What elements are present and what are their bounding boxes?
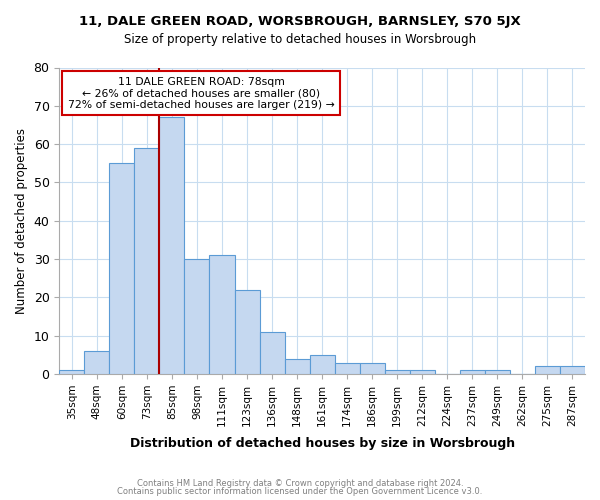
Text: Contains HM Land Registry data © Crown copyright and database right 2024.: Contains HM Land Registry data © Crown c… <box>137 478 463 488</box>
Bar <box>235 290 260 374</box>
X-axis label: Distribution of detached houses by size in Worsbrough: Distribution of detached houses by size … <box>130 437 515 450</box>
Bar <box>284 358 310 374</box>
Bar <box>109 164 134 374</box>
Y-axis label: Number of detached properties: Number of detached properties <box>15 128 28 314</box>
Bar <box>59 370 85 374</box>
Bar <box>410 370 435 374</box>
Bar <box>160 118 184 374</box>
Bar <box>184 259 209 374</box>
Bar <box>310 355 335 374</box>
Bar <box>335 362 359 374</box>
Text: 11 DALE GREEN ROAD: 78sqm
← 26% of detached houses are smaller (80)
72% of semi-: 11 DALE GREEN ROAD: 78sqm ← 26% of detac… <box>68 76 335 110</box>
Bar <box>535 366 560 374</box>
Bar <box>134 148 160 374</box>
Text: Size of property relative to detached houses in Worsbrough: Size of property relative to detached ho… <box>124 32 476 46</box>
Text: Contains public sector information licensed under the Open Government Licence v3: Contains public sector information licen… <box>118 487 482 496</box>
Bar <box>485 370 510 374</box>
Bar <box>359 362 385 374</box>
Bar <box>260 332 284 374</box>
Bar <box>209 256 235 374</box>
Bar <box>85 351 109 374</box>
Bar <box>460 370 485 374</box>
Bar <box>560 366 585 374</box>
Text: 11, DALE GREEN ROAD, WORSBROUGH, BARNSLEY, S70 5JX: 11, DALE GREEN ROAD, WORSBROUGH, BARNSLE… <box>79 15 521 28</box>
Bar <box>385 370 410 374</box>
